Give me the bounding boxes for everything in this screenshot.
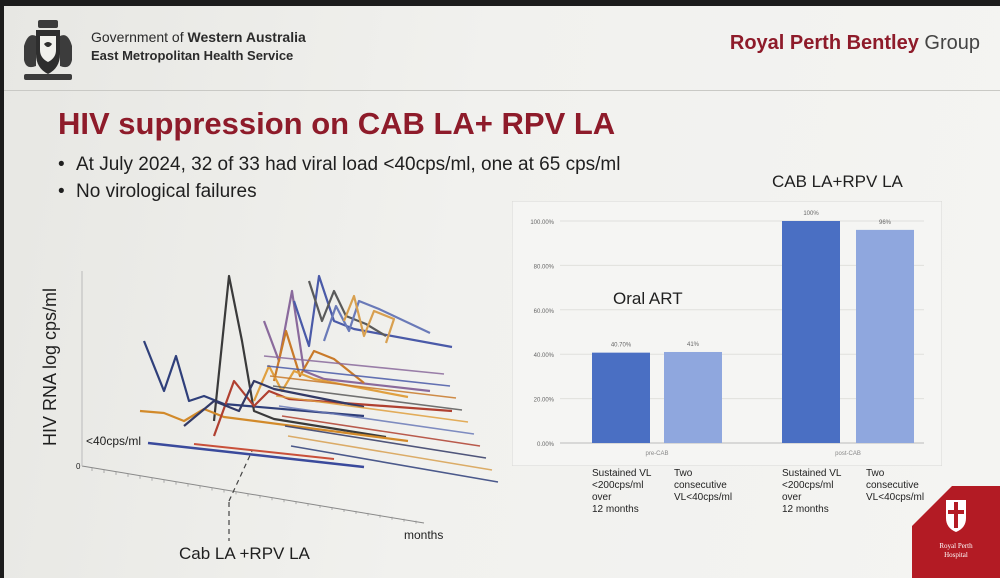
y-tick-label: 0.00%: [537, 442, 555, 448]
svg-text:Hospital: Hospital: [944, 551, 968, 559]
y-tick-label: 80.00%: [534, 264, 555, 270]
patient-series-line: [342, 294, 396, 344]
org-name: Royal Perth Bentley Group: [729, 32, 980, 54]
patient-series-line: [272, 385, 463, 411]
threshold-label: <40cps/ml: [86, 434, 142, 448]
bar-caption: Two consecutive VL<40cps/ml: [674, 468, 733, 503]
gov-line2: East Metropolitan Health Service: [91, 48, 294, 63]
svg-text:Royal Perth: Royal Perth: [939, 542, 973, 550]
patient-series-line: [290, 445, 499, 483]
patient-series-line: [307, 280, 387, 337]
bar: [664, 351, 722, 443]
royal-perth-hospital-logo-icon: Royal Perth Hospital: [912, 486, 1000, 578]
y-tick-label: 20.00%: [534, 398, 555, 404]
y-tick-label: 60.00%: [534, 309, 555, 315]
x-category-label: pre-CAB: [645, 451, 668, 457]
wa-crest-icon: [24, 20, 72, 80]
left-chart-ylabel: HIV RNA log cps/ml: [40, 287, 60, 446]
patient-series-line: [287, 435, 493, 471]
patient-series-line: [292, 274, 453, 349]
patient-series-line: [275, 395, 469, 423]
left-chart-xlabel: months: [404, 528, 444, 542]
patient-series-line: [212, 274, 387, 439]
gov-line1: Government of Western Australia: [91, 29, 306, 45]
header: Government of Western Australia East Met…: [4, 6, 1000, 88]
group-title-oral: Oral ART: [613, 289, 683, 308]
bar-data-label: 40.70%: [611, 343, 632, 349]
threshold-line: [147, 441, 365, 469]
threshold-line: [193, 443, 335, 460]
slide-title: HIV suppression on CAB LA+ RPV LA: [58, 106, 616, 141]
y-tick-label: 40.00%: [534, 353, 555, 359]
x-category-label: post-CAB: [835, 451, 861, 457]
patient-series-line: [322, 299, 431, 342]
bullet-item: At July 2024, 32 of 33 had viral load <4…: [58, 151, 620, 178]
suppression-bar-chart: 0.00% 20.00% 40.00% 60.00% 80.00% 100.00% 40.7…: [512, 201, 942, 466]
patient-series-line: [281, 415, 481, 447]
zero-label: 0: [76, 462, 81, 471]
patient-series-line: [139, 407, 409, 443]
header-divider: [4, 90, 1000, 91]
bar-data-label: 96%: [879, 220, 892, 226]
bar: [592, 352, 650, 443]
patient-series-line: [183, 379, 365, 427]
patient-series-line: [269, 375, 457, 399]
patient-series-line: [284, 425, 487, 459]
slide: Government of Western Australia East Met…: [4, 6, 1000, 578]
bar: [782, 221, 840, 443]
patient-series-line: [263, 355, 445, 375]
bar-data-label: 41%: [687, 342, 700, 348]
patient-series-line: [266, 365, 451, 387]
cab-start-label: Cab LA +RPV LA: [179, 544, 310, 563]
patient-series-line: [278, 405, 475, 435]
bar-data-label: 100%: [803, 211, 819, 217]
bullet-list: At July 2024, 32 of 33 had viral load <4…: [58, 151, 620, 205]
bullet-item: No virological failures: [58, 178, 620, 205]
bar-caption: Two consecutive VL<40cps/ml: [866, 468, 925, 503]
y-tick-label: 100.00%: [530, 220, 554, 226]
group-title-cab: CAB LA+RPV LA: [772, 172, 903, 191]
patient-series-line: [262, 289, 431, 393]
bar: [856, 229, 914, 443]
viral-load-line-chart: [81, 271, 499, 541]
bar-caption: Sustained VL <200cps/ml over 12 months: [782, 468, 842, 515]
x-axis: [81, 465, 425, 524]
cab-start-marker: [228, 450, 253, 502]
patient-series-line: [252, 364, 409, 402]
bar-caption: Sustained VL <200cps/ml over 12 months: [592, 468, 652, 515]
